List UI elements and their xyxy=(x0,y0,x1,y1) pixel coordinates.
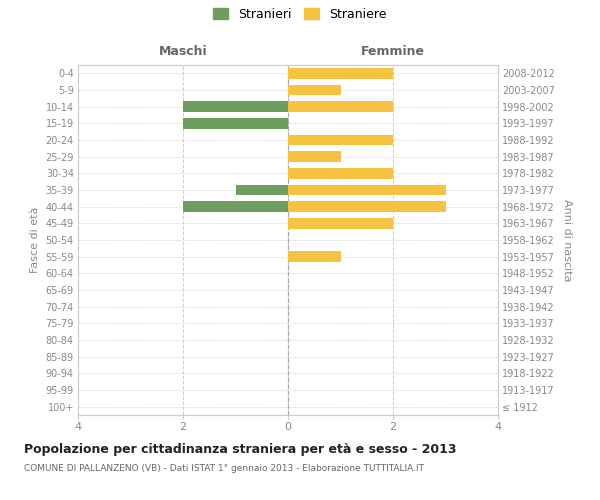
Bar xyxy=(288,68,393,78)
Bar xyxy=(288,184,445,196)
Bar xyxy=(288,218,393,229)
Bar xyxy=(288,201,445,212)
Text: Maschi: Maschi xyxy=(158,45,208,58)
Bar xyxy=(288,84,341,96)
Text: COMUNE DI PALLANZENO (VB) - Dati ISTAT 1° gennaio 2013 - Elaborazione TUTTITALIA: COMUNE DI PALLANZENO (VB) - Dati ISTAT 1… xyxy=(24,464,424,473)
Text: Femmine: Femmine xyxy=(361,45,425,58)
Bar xyxy=(288,168,393,179)
Bar xyxy=(183,201,288,212)
Y-axis label: Fasce di età: Fasce di età xyxy=(30,207,40,273)
Bar xyxy=(183,101,288,112)
Legend: Stranieri, Straniere: Stranieri, Straniere xyxy=(208,2,392,26)
Text: Popolazione per cittadinanza straniera per età e sesso - 2013: Popolazione per cittadinanza straniera p… xyxy=(24,442,457,456)
Bar xyxy=(235,184,288,196)
Bar xyxy=(183,118,288,128)
Y-axis label: Anni di nascita: Anni di nascita xyxy=(562,198,572,281)
Bar xyxy=(288,134,393,145)
Bar xyxy=(288,151,341,162)
Bar xyxy=(288,101,393,112)
Bar xyxy=(288,251,341,262)
